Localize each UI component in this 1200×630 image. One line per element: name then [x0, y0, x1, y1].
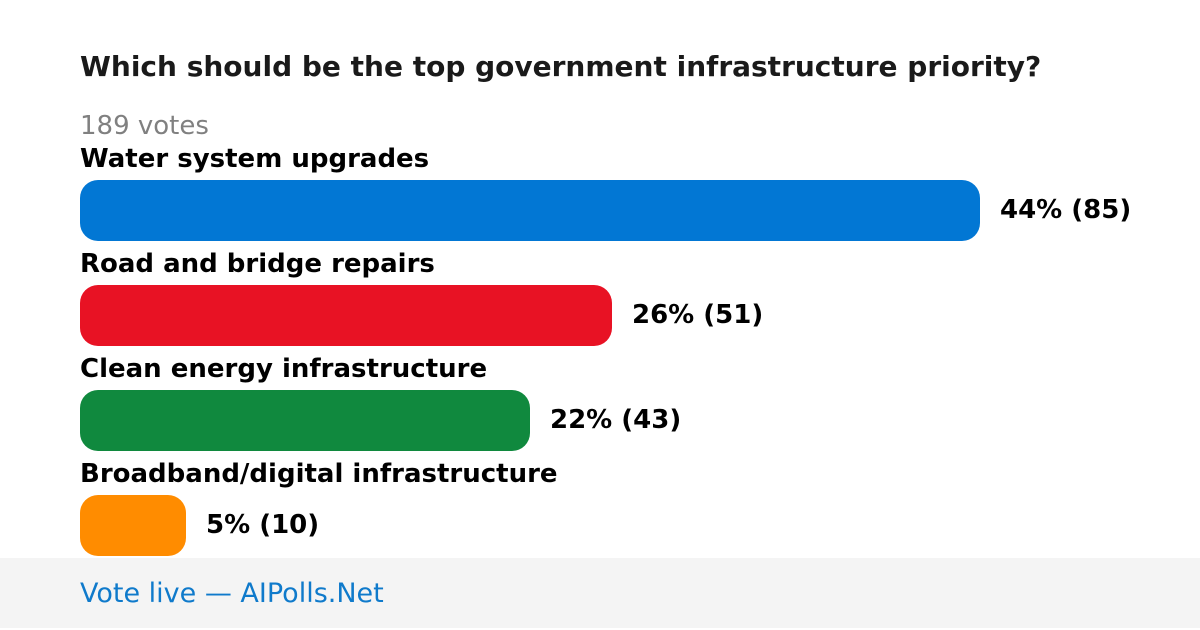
bar-value-label: 5% (10)	[206, 510, 320, 540]
bar-roads	[80, 285, 612, 346]
poll-option-broadband: Broadband/digital infrastructure 5% (10)	[80, 457, 1180, 562]
option-label: Clean energy infrastructure	[80, 354, 488, 384]
vote-count: 189 votes	[80, 111, 209, 141]
poll-question: Which should be the top government infra…	[80, 50, 1042, 83]
bar-value-label: 22% (43)	[550, 405, 682, 435]
bar-clean-energy	[80, 390, 530, 451]
vote-live-link[interactable]: Vote live — AIPolls.Net	[80, 578, 384, 609]
bar-value-label: 44% (85)	[1000, 195, 1132, 225]
option-label: Broadband/digital infrastructure	[80, 459, 558, 489]
option-label: Water system upgrades	[80, 144, 430, 174]
poll-option-water: Water system upgrades 44% (85)	[80, 142, 1180, 247]
bar-broadband	[80, 495, 186, 556]
option-label: Road and bridge repairs	[80, 249, 435, 279]
poll-option-roads: Road and bridge repairs 26% (51)	[80, 247, 1180, 352]
bar-water	[80, 180, 980, 241]
poll-option-clean-energy: Clean energy infrastructure 22% (43)	[80, 352, 1180, 457]
bar-value-label: 26% (51)	[632, 300, 764, 330]
footer: Vote live — AIPolls.Net	[0, 558, 1200, 628]
